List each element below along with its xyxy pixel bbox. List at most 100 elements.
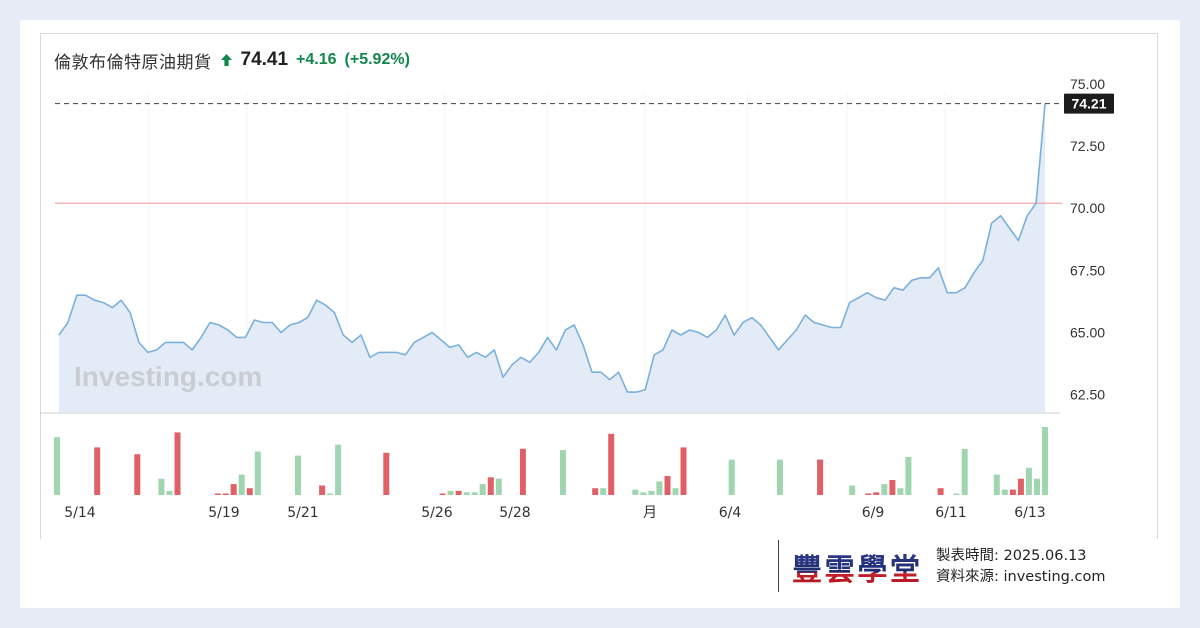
x-tick-label-2: 5/21 (287, 505, 318, 521)
volume-bar (158, 478, 165, 495)
volume-bar (222, 493, 229, 495)
x-tick-label-8: 6/11 (935, 505, 966, 521)
volume-bar (254, 451, 261, 495)
x-tick-label-6: 6/4 (719, 505, 742, 521)
x-tick-label-4: 5/28 (499, 505, 530, 521)
volume-bar (889, 480, 896, 495)
volume-bar (776, 459, 783, 495)
volume-bar (640, 492, 647, 495)
made-time-value: 2025.06.13 (1003, 548, 1087, 564)
volume-bar (905, 456, 912, 495)
volume-bar (897, 488, 904, 495)
price-change: +4.16 (296, 51, 337, 68)
price-change-percent: (+5.92%) (344, 51, 410, 68)
volume-bar (1025, 467, 1032, 495)
y-tick-label-2: 70.00 (1070, 200, 1105, 216)
volume-bar (632, 489, 639, 495)
x-tick-label-7: 6/9 (862, 505, 885, 521)
source-row: 資料來源: investing.com (936, 567, 1105, 588)
volume-bar (166, 490, 173, 495)
footer-meta: 製表時間: 2025.06.13 資料來源: investing.com (936, 546, 1105, 588)
volume-bar (54, 437, 60, 495)
made-time-label: 製表時間: (936, 548, 999, 564)
y-tick-label-3: 67.50 (1070, 262, 1105, 278)
volume-bar (230, 484, 237, 495)
volume-bar (1042, 427, 1048, 495)
volume-bar (455, 490, 462, 495)
volume-bar (134, 454, 141, 495)
watermark: Investing.com (74, 361, 262, 392)
volume-bar (672, 488, 679, 495)
x-tick-label-5: 月 (643, 505, 657, 521)
volume-bar (1017, 478, 1024, 495)
y-tick-label-1: 72.50 (1070, 138, 1105, 154)
last-value-badge (1064, 93, 1114, 114)
y-tick-label-5: 62.50 (1070, 387, 1105, 403)
volume-bar (1034, 478, 1040, 495)
volume-bar (865, 493, 872, 495)
volume-bar (817, 459, 824, 495)
volume-bar (873, 492, 880, 495)
instrument-title: 倫敦布倫特原油期貨 (54, 52, 212, 73)
volume-bar (335, 444, 342, 495)
volume-bar (592, 488, 599, 495)
volume-bar (648, 490, 655, 495)
source-value: investing.com (1003, 569, 1106, 585)
line-layer (55, 102, 1062, 393)
x-tick-label-1: 5/19 (208, 505, 239, 521)
x-tick-label-9: 6/13 (1014, 505, 1045, 521)
x-tick-label-3: 5/26 (421, 505, 453, 521)
volume-bar (656, 481, 663, 495)
volume-layer (54, 427, 1048, 495)
volume-bar (937, 488, 944, 495)
y-axis: 74.21 75.00 72.50 70.00 67.50 65.00 62.50 (1064, 76, 1114, 403)
made-time-row: 製表時間: 2025.06.13 (936, 546, 1105, 567)
volume-bar (1001, 489, 1008, 495)
volume-bar (728, 459, 735, 495)
price-area (59, 103, 1045, 412)
volume-bar (881, 484, 888, 495)
volume-bar (174, 432, 181, 495)
volume-bar (295, 455, 301, 495)
chart-header: 倫敦布倫特原油期貨 74.41 +4.16 (+5.92%) (54, 46, 410, 74)
volume-bar (447, 490, 454, 495)
volume-bar (327, 493, 334, 495)
y-tick-label-4: 65.00 (1070, 324, 1105, 340)
x-axis: 5/14 5/19 5/21 5/26 5/28 月 6/4 6/9 6/11 6/13 (64, 505, 1045, 521)
volume-bar (383, 452, 390, 495)
volume-bar (849, 485, 856, 495)
area-layer (59, 103, 1045, 412)
volume-bar (471, 492, 478, 495)
brand-logo: 豐雲學堂 (792, 553, 920, 588)
last-value-label: 74.21 (1071, 96, 1106, 112)
volume-bar (680, 447, 687, 495)
logo-text: 豐雲學堂 (792, 553, 920, 588)
volume-bar (495, 478, 502, 495)
volume-bar (608, 433, 615, 495)
volume-bar (993, 474, 1000, 495)
volume-bar (246, 488, 253, 495)
x-tick-label-0: 5/14 (64, 505, 96, 521)
up-arrow-icon (220, 54, 232, 66)
volume-bar (238, 474, 245, 495)
volume-bar (319, 485, 326, 495)
volume-bar (664, 476, 671, 495)
volume-bar (463, 492, 470, 495)
y-tick-label-0: 75.00 (1070, 76, 1105, 92)
volume-bar (953, 493, 960, 495)
volume-bar (487, 477, 494, 495)
footer-divider (778, 540, 779, 592)
volume-bar (560, 450, 566, 495)
volume-bar (519, 448, 526, 495)
volume-bar (94, 447, 101, 495)
current-price: 74.41 (240, 49, 289, 70)
source-label: 資料來源: (936, 569, 999, 585)
price-line (58, 103, 1046, 393)
volume-bar (479, 484, 486, 495)
volume-bar (439, 493, 446, 495)
volume-bar (961, 448, 968, 495)
volume-bar (600, 488, 607, 495)
volume-bar (214, 493, 221, 495)
volume-bar (1009, 489, 1016, 495)
